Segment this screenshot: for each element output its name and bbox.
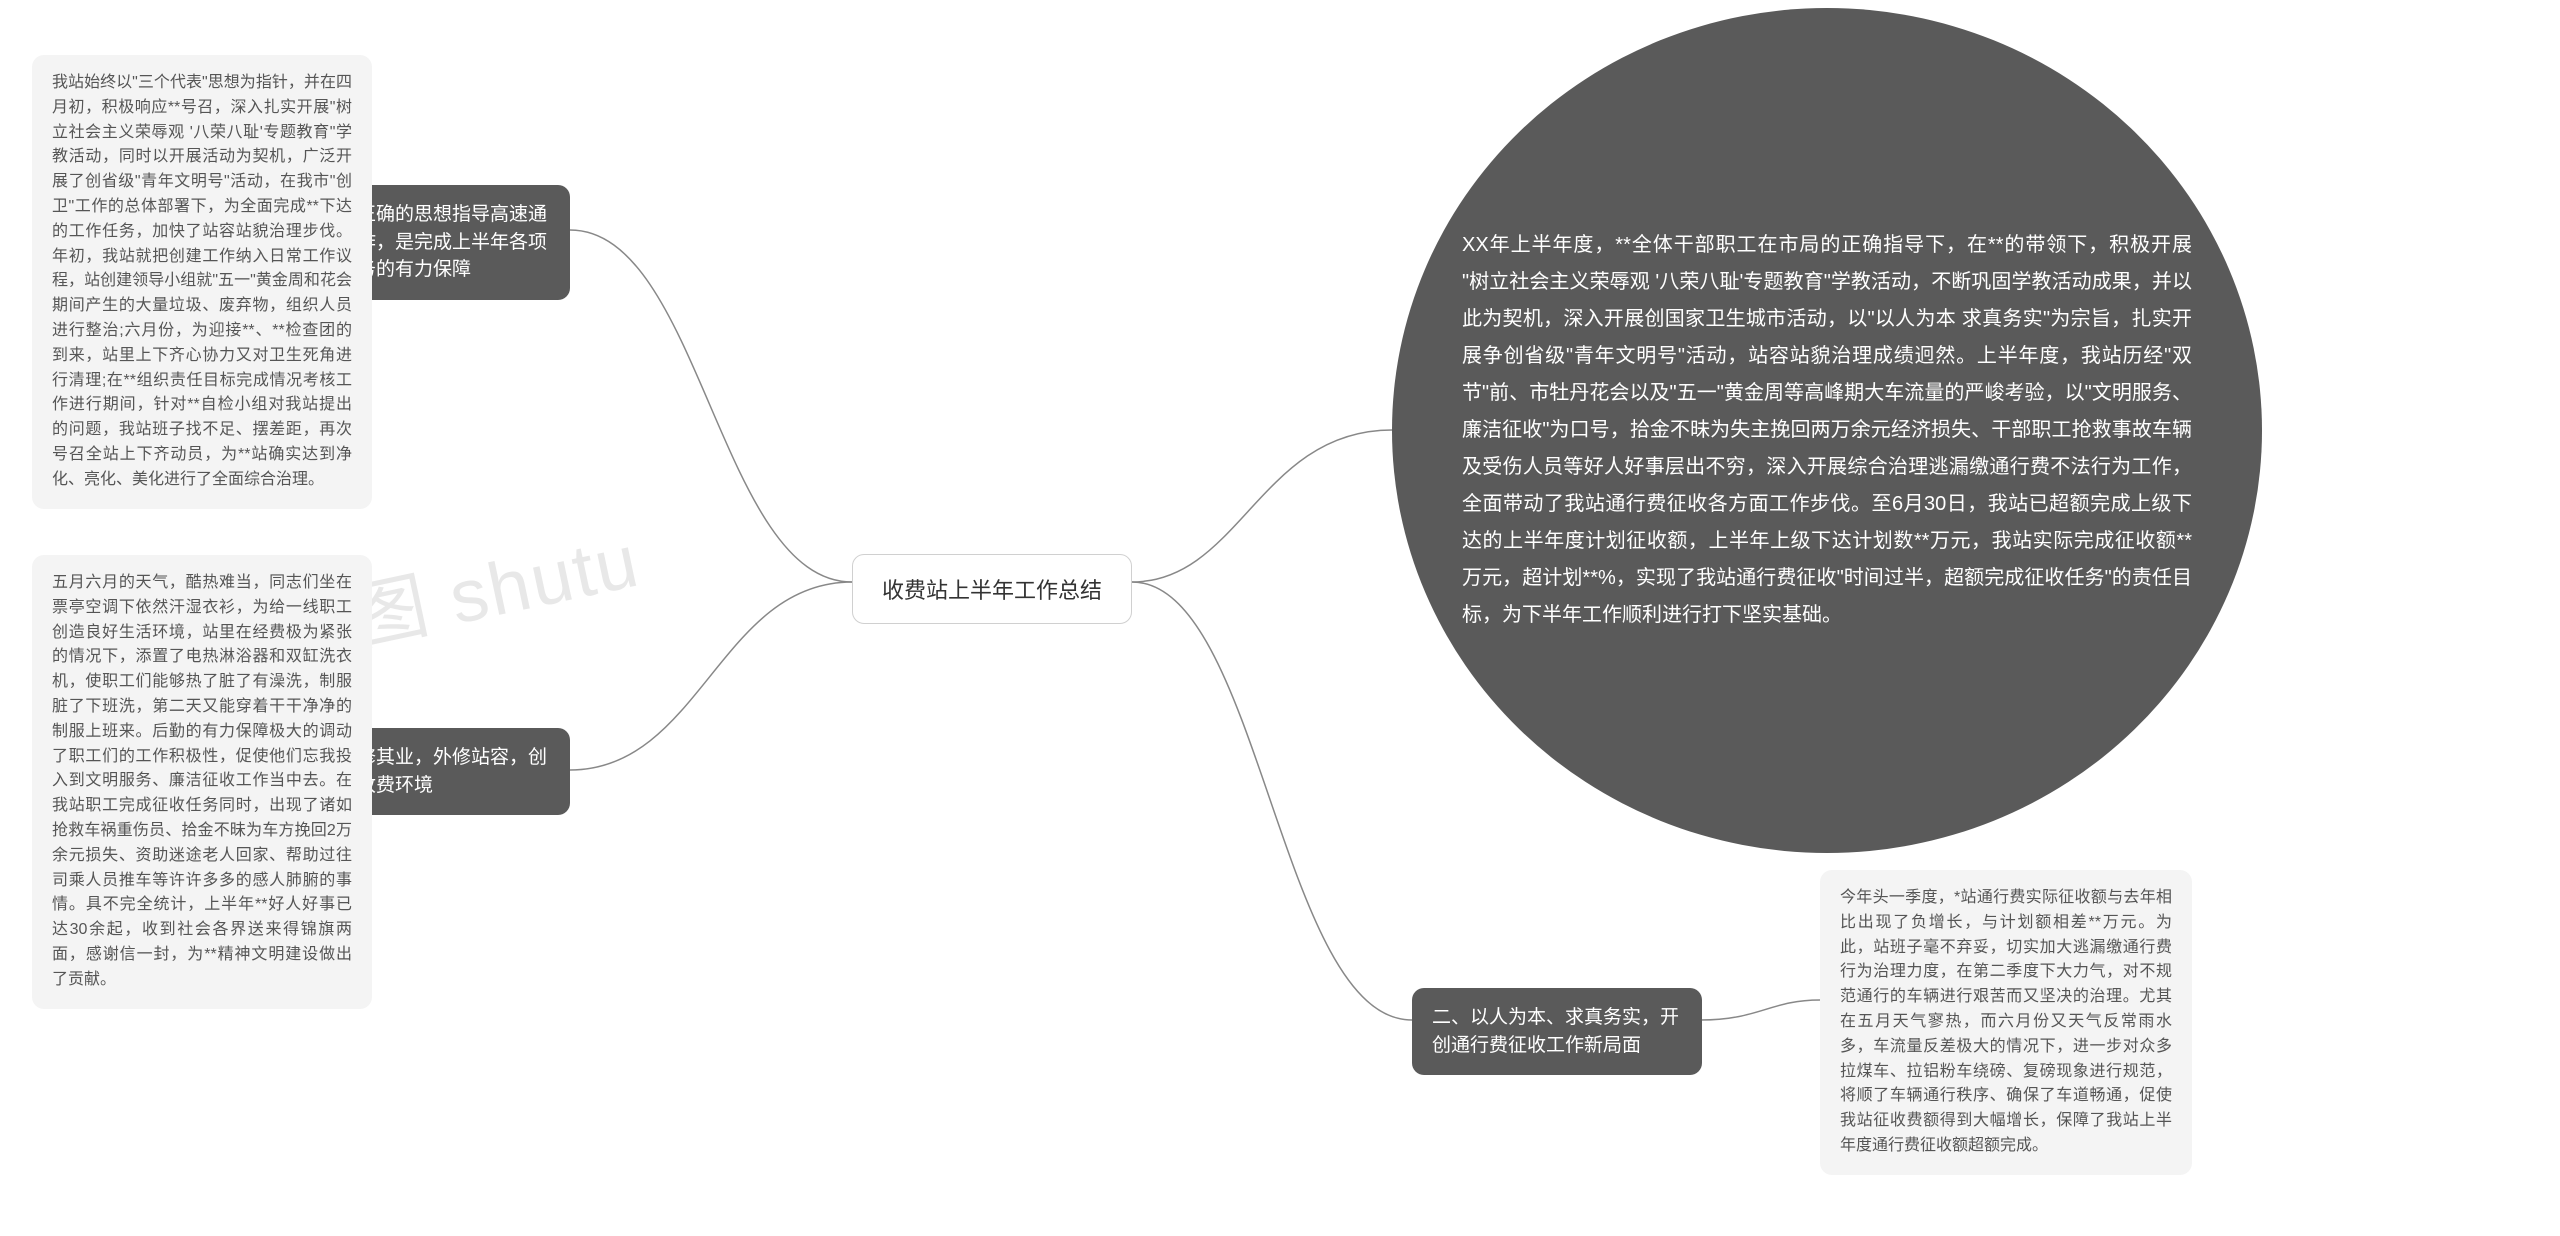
central-title: 收费站上半年工作总结 <box>882 578 1102 603</box>
section2-title: 二、以人为本、求真务实，开创通行费征收工作新局面 <box>1432 1007 1679 1056</box>
section2-detail-text: 今年头一季度，*站通行费实际征收额与去年相比出现了负增长，与计划额相差**万元。… <box>1840 889 2172 1154</box>
section3-detail-text: 五月六月的天气，酷热难当，同志们坐在票亭空调下依然汗湿衣衫，为给一线职工创造良好… <box>52 574 352 988</box>
intro-text: XX年上半年度，**全体干部职工在市局的正确指导下，在**的带领下，积极开展 "… <box>1462 227 2192 634</box>
section3-detail: 五月六月的天气，酷热难当，同志们坐在票亭空调下依然汗湿衣衫，为给一线职工创造良好… <box>32 555 372 1009</box>
watermark-left: 图 shutu <box>342 501 648 666</box>
central-node: 收费站上半年工作总结 <box>852 554 1132 624</box>
intro-node: XX年上半年度，**全体干部职工在市局的正确指导下，在**的带领下，积极开展 "… <box>1392 8 2262 853</box>
section1-detail: 我站始终以"三个代表"思想为指针，并在四月初，积极响应**号召，深入扎实开展"树… <box>32 55 372 509</box>
section2-node: 二、以人为本、求真务实，开创通行费征收工作新局面 <box>1412 988 1702 1075</box>
section1-detail-text: 我站始终以"三个代表"思想为指针，并在四月初，积极响应**号召，深入扎实开展"树… <box>52 74 352 488</box>
section2-detail: 今年头一季度，*站通行费实际征收额与去年相比出现了负增长，与计划额相差**万元。… <box>1820 870 2192 1175</box>
